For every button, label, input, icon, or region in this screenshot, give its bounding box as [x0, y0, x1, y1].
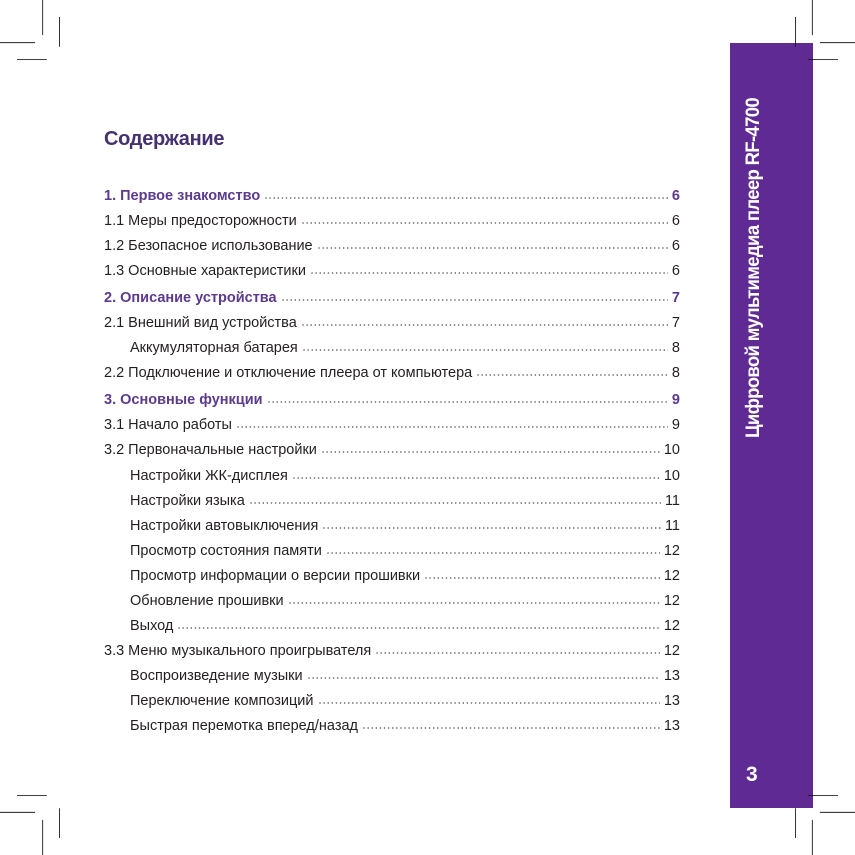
svg-text:Цифровой мультимедиа плеер RF-: Цифровой мультимедиа плеер RF-4700: [743, 98, 764, 438]
